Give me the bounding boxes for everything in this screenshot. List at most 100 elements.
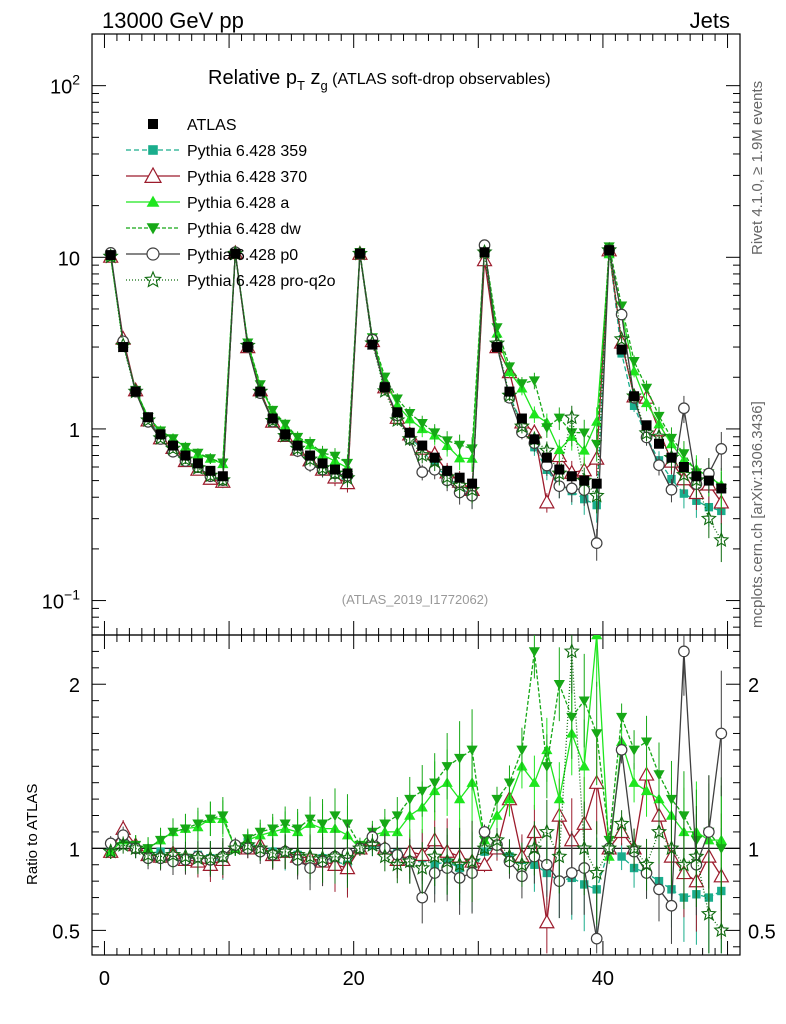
series-5-point-ratio — [501, 848, 518, 864]
series-3-point-top — [578, 428, 590, 439]
series-3-point-ratio — [653, 770, 665, 781]
series-5-point-top — [713, 531, 730, 547]
legend-marker-3 — [146, 195, 160, 207]
series-5-point-ratio — [140, 846, 157, 862]
series-5-point-ratio — [551, 848, 568, 864]
atlas-data-point — [155, 429, 166, 440]
series-2-point-ratio — [528, 777, 540, 787]
series-3-point-ratio — [441, 762, 453, 772]
series-3-point-top — [553, 413, 565, 424]
y-tick-label-bottom: 0.5 — [52, 921, 80, 943]
series-3-point-top — [541, 423, 553, 434]
series-3-point-ratio — [640, 737, 653, 748]
rivet-version-label: Rivet 4.1.0, ≥ 1.9M events — [749, 81, 766, 255]
series-2-point-ratio — [491, 809, 503, 820]
atlas-data-point — [616, 344, 627, 355]
series-5-point-ratio — [152, 848, 169, 864]
series-3-point-ratio — [316, 819, 329, 830]
series-5-point-ratio — [588, 864, 605, 880]
legend-label-6: Pythia 6.428 pro-q2o — [187, 273, 336, 290]
series-5-point-ratio — [513, 856, 530, 872]
series-3-point-ratio — [379, 819, 391, 830]
series-3-point-ratio — [566, 712, 578, 723]
series-3-point-top — [404, 408, 416, 419]
legend-marker-6 — [144, 270, 162, 288]
header-right: Jets — [690, 8, 730, 33]
series-5-point-ratio — [713, 921, 730, 938]
series-5-point-ratio — [115, 836, 132, 852]
series-5-line-ratio — [110, 651, 722, 931]
series-5-point-top — [426, 453, 443, 469]
legend-label-0: ATLAS — [187, 117, 237, 134]
series-5-point-top — [688, 471, 705, 487]
series-5-point-ratio — [389, 856, 406, 872]
title-rest: (ATLAS soft-drop observables) — [328, 71, 551, 88]
title-main: Relative p — [208, 67, 297, 89]
series-3-point-ratio — [279, 819, 291, 830]
atlas-data-point — [354, 248, 365, 259]
y-tick-label-bottom: 2 — [69, 675, 80, 697]
y-tick-label-top: 10 — [58, 248, 80, 270]
series-3-point-top — [429, 428, 441, 439]
series-1-point-top — [476, 251, 493, 267]
atlas-data-point — [454, 472, 465, 483]
series-3-point-ratio — [503, 778, 516, 789]
series-5-point-top — [152, 429, 169, 445]
series-3-point-top — [316, 448, 329, 459]
atlas-data-point — [604, 245, 615, 256]
series-3-point-ratio — [416, 786, 428, 797]
y-tick-label-top: 10−1 — [42, 587, 80, 614]
legend-label-3: Pythia 6.428 a — [187, 195, 289, 212]
y-tick-label-top: 102 — [50, 72, 80, 99]
atlas-data-point — [330, 464, 340, 475]
series-3-point-top — [167, 434, 179, 445]
atlas-data-point — [516, 413, 527, 424]
legend: ATLAS Pythia 6.428 359 Pythia 6.428 370 Pyt… — [126, 117, 336, 290]
series-3-point-top — [441, 436, 453, 447]
series-3-point-ratio — [678, 811, 690, 822]
series-4-point-top — [615, 308, 628, 321]
series-5-point-ratio — [464, 853, 481, 869]
series-5-point-ratio — [376, 848, 393, 864]
series-3-point-top — [341, 458, 354, 469]
ratio-ylabel: Ratio to ATLAS — [24, 784, 41, 885]
series-5-point-ratio — [626, 839, 643, 856]
series-5-point-ratio — [451, 856, 468, 872]
series-5-point-top — [401, 430, 418, 446]
y-tick-label-bottom-right: 1 — [748, 839, 759, 861]
series-5-point-ratio — [638, 856, 655, 872]
series-5-point-top — [389, 411, 406, 427]
chart-title: Relative pT zg (ATLAS soft-drop observab… — [208, 67, 551, 93]
series-3-point-ratio — [616, 712, 628, 723]
series-2-point-top — [454, 452, 466, 463]
legend-marker-0 — [148, 119, 158, 129]
series-2-point-top — [591, 415, 603, 426]
series-3-point-ratio — [179, 824, 192, 835]
series-4-point-top — [590, 537, 603, 550]
y-tick-label-bottom-right: 2 — [748, 675, 759, 697]
atlas-data-point — [379, 382, 390, 393]
atlas-data-point — [554, 464, 565, 475]
series-3-point-ratio — [578, 696, 590, 707]
series-5-point-ratio — [663, 839, 680, 856]
atlas-data-point — [666, 452, 677, 463]
series-5-point-top — [675, 466, 692, 482]
atlas-data-point — [492, 342, 502, 353]
series-5-point-ratio — [563, 642, 580, 659]
y-tick-base: 10 — [58, 248, 80, 270]
y-tick-exp: −1 — [64, 587, 80, 603]
series-3-point-top — [640, 383, 653, 394]
series-5-point-ratio — [227, 839, 244, 856]
atlas-data-point — [579, 475, 590, 486]
atlas-data-point — [217, 471, 228, 482]
series-5-point-ratio — [576, 839, 593, 856]
series-3-point-top — [217, 458, 229, 469]
series-5-point-ratio — [476, 839, 493, 856]
atlas-data-point — [367, 339, 378, 350]
series-5-point-ratio — [700, 905, 717, 921]
atlas-data-point — [591, 478, 602, 489]
series-5-point-top — [302, 450, 319, 467]
series-5-point-top — [563, 409, 580, 425]
series-5-point-ratio — [127, 839, 144, 856]
